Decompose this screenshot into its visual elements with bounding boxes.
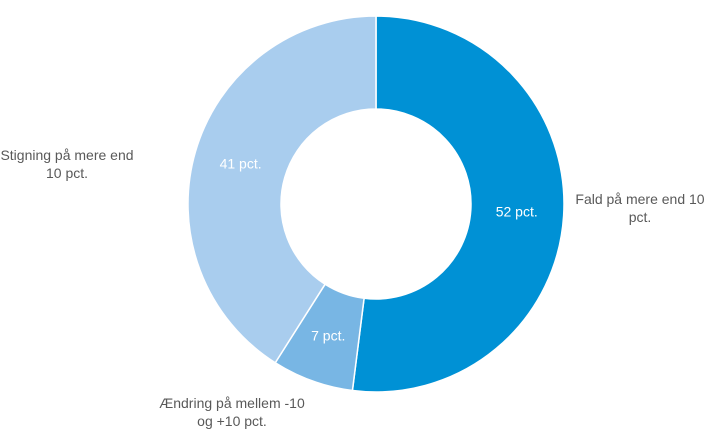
value-label: 41 pct. bbox=[220, 155, 262, 171]
value-label: 7 pct. bbox=[311, 327, 345, 343]
slice bbox=[351, 15, 565, 393]
value-label: 52 pct. bbox=[496, 204, 538, 220]
slice bbox=[187, 15, 377, 364]
category-label: Ændring på mellem -10 og +10 pct. bbox=[159, 395, 305, 429]
category-label: Stigning på mere end 10 pct. bbox=[0, 147, 134, 181]
category-label: Fald på mere end 10 pct. bbox=[575, 191, 705, 225]
